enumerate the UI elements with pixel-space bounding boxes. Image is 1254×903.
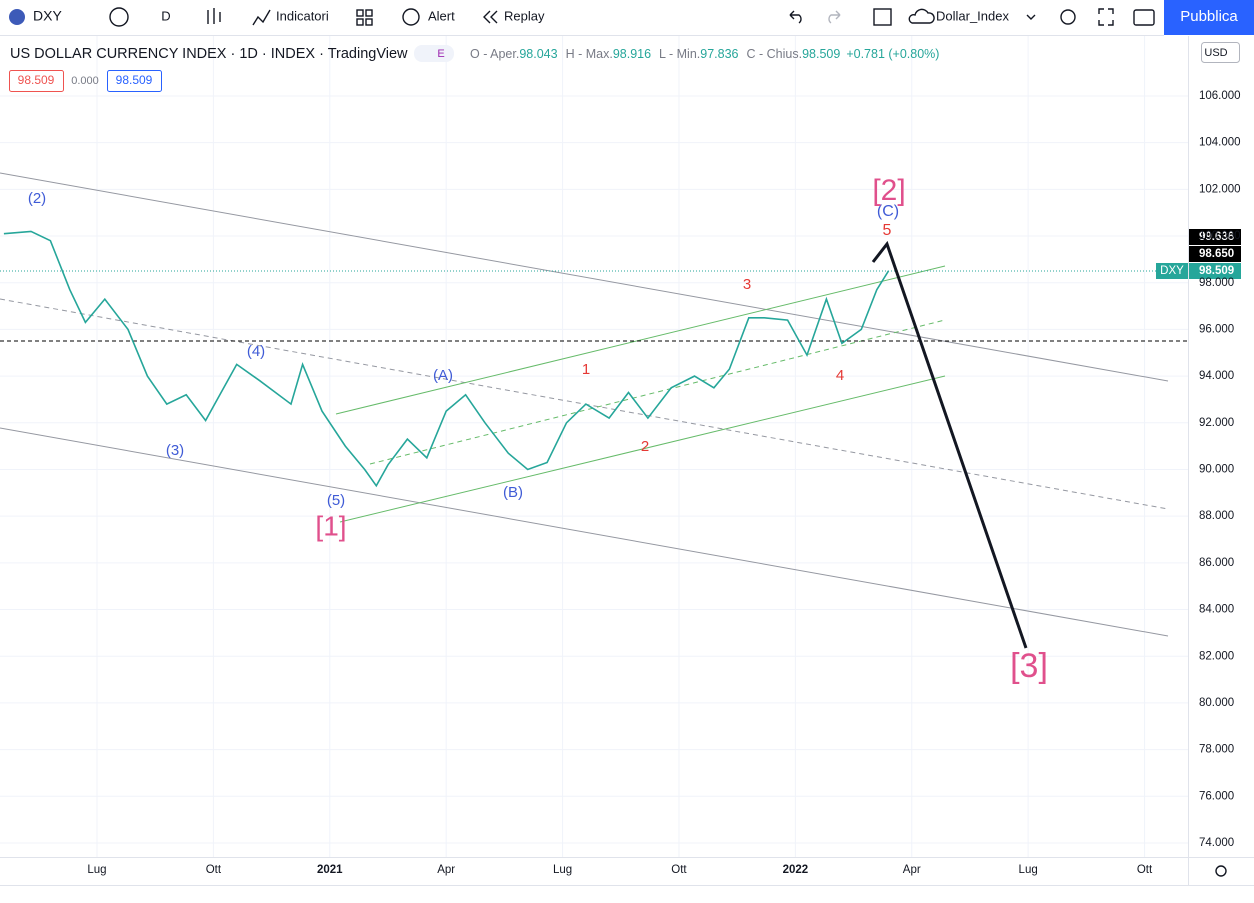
wave-label: (4) [247, 343, 265, 360]
symbol[interactable]: DXY [33, 8, 62, 24]
wave-label: 2 [641, 438, 649, 455]
y-tick-label: 82.000 [1199, 650, 1234, 662]
x-tick-label: Lug [553, 864, 572, 876]
badge-label: E [437, 48, 444, 60]
x-tick-label: Apr [437, 864, 455, 876]
y-tick-label: 80.000 [1199, 697, 1234, 709]
y-tick-label: 100.000 [1199, 230, 1241, 242]
ohlc: O - Aper.98.043 H - Max.98.916 L - Min.97.… [470, 47, 939, 61]
wave-label: 4 [836, 367, 844, 384]
wave-label: [1] [315, 510, 346, 541]
x-tick-label: Ott [671, 864, 687, 876]
alert-icon[interactable] [402, 8, 420, 26]
y-tick-label: 76.000 [1199, 790, 1234, 802]
x-tick-label: Lug [1019, 864, 1038, 876]
y-tick-label: 90.000 [1199, 464, 1234, 476]
y-tick-label: 98.000 [1199, 277, 1234, 289]
currency[interactable]: USD [1204, 47, 1227, 59]
price-tag [1189, 263, 1241, 279]
currency-box[interactable] [1201, 42, 1240, 63]
interval[interactable]: D [161, 8, 170, 23]
price-tag [1189, 229, 1241, 245]
wave-label: (C) [877, 203, 899, 220]
price-line [3, 230, 890, 488]
badge [414, 45, 454, 62]
snapshot-icon[interactable] [1133, 9, 1155, 26]
fullscreen-icon[interactable] [1098, 8, 1114, 26]
wave-label: 1 [582, 361, 590, 378]
layout-name[interactable]: Dollar_Index [936, 8, 1009, 23]
layout-icon[interactable] [873, 8, 892, 26]
wave-label: [2] [872, 174, 905, 207]
alert-button[interactable]: Alert [428, 8, 455, 23]
y-tick-label: 86.000 [1199, 557, 1234, 569]
spread: 0.000 [71, 75, 99, 87]
bid-box [9, 70, 64, 92]
price-tag [1189, 246, 1241, 262]
x-tick-label: Ott [206, 864, 222, 876]
wave-label: [3] [1010, 647, 1048, 685]
y-tick-label: 106.000 [1199, 90, 1241, 102]
ask: 98.509 [116, 73, 153, 87]
x-tick-label: Apr [903, 864, 921, 876]
channel-line [335, 265, 946, 415]
y-tick-label: 92.000 [1199, 417, 1234, 429]
chart-type-icon[interactable] [207, 8, 221, 24]
toolbar [0, 0, 1254, 35]
wave-label: (3) [166, 442, 184, 459]
wave-label: (B) [503, 484, 523, 501]
drawings [0, 172, 1188, 649]
y-tick-label: 102.000 [1199, 183, 1241, 195]
x-tick-label: 2022 [783, 864, 809, 876]
wave-label: 3 [743, 276, 751, 293]
projection-path [871, 240, 1028, 649]
settings-icon[interactable] [1215, 865, 1227, 877]
add-symbol-icon[interactable] [109, 7, 129, 27]
indicators-button[interactable]: Indicatori [276, 8, 329, 23]
replay-icon[interactable] [483, 10, 498, 24]
chevron[interactable] [1026, 14, 1036, 20]
indicators-icon[interactable] [252, 9, 271, 26]
ask-box [107, 70, 162, 92]
publish-button[interactable] [1164, 0, 1254, 35]
settings-icon[interactable] [1060, 9, 1076, 25]
y-tick-label: 104.000 [1199, 137, 1241, 149]
price-tag-name-box [1156, 263, 1188, 279]
y-tick-label: 96.000 [1199, 323, 1234, 335]
cloud-icon[interactable] [908, 8, 935, 24]
redo-icon[interactable] [828, 10, 841, 24]
price-tag-name: DXY [1160, 265, 1184, 277]
price-tag-label: 98.509 [1199, 265, 1234, 277]
wave-label: (2) [28, 190, 46, 207]
publish-label[interactable]: Pubblica [1180, 8, 1238, 25]
replay-button[interactable]: Replay [504, 8, 545, 23]
x-tick-label: Ott [1137, 864, 1153, 876]
symbol-flag [9, 9, 25, 25]
price-tag-label: 99.636 [1199, 231, 1234, 243]
x-tick-label: Lug [87, 864, 106, 876]
y-tick-label: 94.000 [1199, 370, 1234, 382]
wave-label: (A) [433, 367, 453, 384]
bid: 98.509 [18, 73, 55, 87]
legend-title: US DOLLAR CURRENCY INDEX · 1D · INDEX · … [10, 46, 408, 62]
channel-line [0, 427, 1169, 637]
undo-icon[interactable] [789, 10, 802, 24]
templates-icon[interactable] [356, 9, 373, 26]
y-tick-label: 88.000 [1199, 510, 1234, 522]
y-tick-label: 78.000 [1199, 744, 1234, 756]
y-tick-label: 84.000 [1199, 604, 1234, 616]
channel-line [0, 172, 1169, 382]
price-tag-label: 98.650 [1199, 248, 1234, 260]
wave-label: 5 [883, 222, 892, 239]
y-tick-label: 74.000 [1199, 837, 1234, 849]
x-tick-label: 2021 [317, 864, 343, 876]
wave-label: (5) [327, 492, 345, 509]
channel-line [339, 375, 946, 523]
